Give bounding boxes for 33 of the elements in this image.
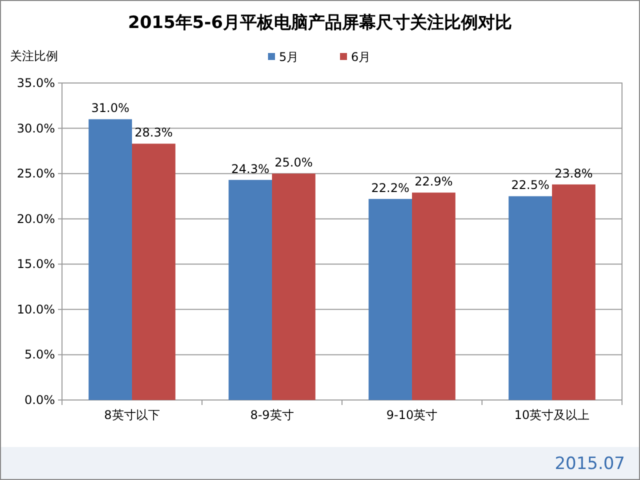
bar [552,184,596,400]
bar [272,174,316,400]
bar [412,192,456,400]
y-tick-label: 25.0% [16,166,55,181]
data-label: 31.0% [91,101,130,116]
data-label: 22.5% [511,178,550,192]
data-label: 23.8% [554,166,593,180]
data-label: 28.3% [134,126,173,140]
bar [508,196,552,400]
y-tick-label: 5.0% [24,348,55,362]
data-label: 22.2% [371,180,410,195]
x-tick-label: 8-9英寸 [250,408,294,422]
y-tick-label: 10.0% [16,302,55,316]
bar [368,198,412,400]
y-tick-label: 0.0% [24,393,55,407]
legend-label: 6月 [351,50,371,64]
text: 2015.07 [554,454,625,474]
x-tick-label: 9-10英寸 [386,408,438,422]
y-tick-label: 15.0% [16,257,55,272]
bar [88,119,132,400]
y-axis-title: 关注比例 [10,49,58,63]
x-tick-label: 10英寸及以上 [514,408,590,422]
y-tick-label: 30.0% [16,121,55,136]
bar [132,144,176,400]
legend-label: 5月 [279,50,299,64]
y-tick-label: 35.0% [16,76,55,90]
chart-title: 2015年5-6月平板电脑产品屏幕尺寸关注比例对比 [128,13,512,33]
data-label: 25.0% [274,156,313,170]
x-tick-label: 8英寸以下 [104,408,160,422]
bar [228,180,272,400]
data-label: 22.9% [414,174,453,189]
data-label: 24.3% [231,162,270,176]
y-tick-label: 20.0% [16,212,55,226]
